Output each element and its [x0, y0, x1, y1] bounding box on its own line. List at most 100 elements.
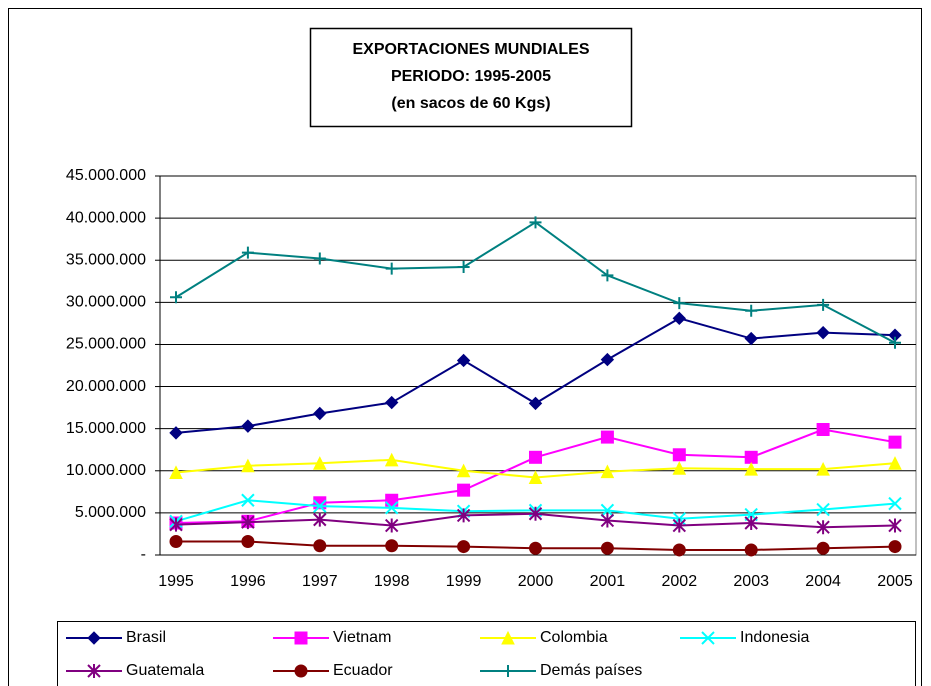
marker: [385, 493, 399, 507]
x-tick-label: 1997: [302, 573, 338, 590]
marker: [241, 458, 255, 473]
marker: [529, 216, 542, 229]
marker: [313, 499, 327, 513]
legend-label: Vietnam: [333, 629, 391, 646]
y-tick-label: 40.000.000: [66, 209, 146, 226]
marker: [673, 297, 686, 310]
marker: [384, 452, 399, 467]
marker: [384, 501, 399, 515]
marker: [672, 543, 686, 557]
marker: [816, 461, 830, 476]
x-tick-label: 2004: [805, 573, 841, 590]
marker: [456, 508, 471, 523]
marker: [169, 517, 183, 532]
marker: [744, 515, 758, 530]
marker: [313, 539, 327, 553]
marker: [888, 496, 902, 511]
marker: [502, 665, 514, 677]
marker: [529, 450, 542, 464]
marker: [817, 298, 830, 311]
marker: [701, 631, 715, 645]
plot-area: [159, 175, 917, 556]
marker: [888, 540, 902, 554]
marker: [889, 336, 901, 349]
y-tick-label: 45.000.000: [66, 167, 146, 184]
y-tick-label: 20.000.000: [66, 378, 146, 395]
marker: [600, 503, 615, 518]
marker: [744, 450, 758, 464]
marker: [241, 493, 255, 507]
marker: [816, 520, 830, 535]
marker: [457, 260, 470, 273]
y-tick-label: -: [141, 546, 146, 563]
marker: [600, 541, 614, 555]
marker: [313, 252, 326, 265]
marker: [528, 506, 543, 521]
x-tick-label: 2000: [518, 573, 554, 590]
marker: [456, 353, 471, 368]
marker: [529, 541, 542, 555]
marker: [457, 483, 471, 497]
marker: [241, 535, 255, 549]
marker: [600, 464, 615, 479]
legend-label: Guatemala: [126, 662, 204, 679]
x-tick-label: 2003: [733, 573, 769, 590]
marker: [385, 539, 399, 553]
marker: [744, 461, 759, 476]
marker: [601, 269, 614, 282]
marker: [384, 395, 399, 410]
marker: [457, 540, 471, 554]
marker: [600, 430, 614, 444]
marker: [744, 543, 758, 557]
marker: [745, 304, 758, 317]
x-tick-label: 2005: [877, 573, 913, 590]
legend-box: [57, 621, 916, 686]
marker: [241, 246, 254, 259]
marker: [169, 426, 183, 440]
marker: [816, 423, 830, 437]
marker: [241, 515, 255, 530]
marker: [313, 406, 327, 421]
marker: [385, 262, 398, 275]
marker: [87, 664, 101, 678]
marker: [888, 456, 902, 470]
y-tick-label: 30.000.000: [66, 294, 146, 311]
marker: [816, 541, 830, 555]
marker: [456, 463, 471, 478]
marker: [528, 470, 543, 485]
marker: [888, 435, 902, 449]
marker: [384, 518, 399, 533]
marker: [294, 664, 308, 678]
x-tick-label: 1998: [374, 573, 410, 590]
marker: [87, 631, 101, 645]
legend-label: Ecuador: [333, 662, 393, 679]
marker: [241, 419, 255, 433]
chart-title: PERIODO: 1995-2005: [391, 68, 551, 85]
x-tick-label: 2002: [662, 573, 698, 590]
marker: [888, 518, 902, 533]
marker: [312, 456, 327, 470]
marker: [672, 461, 687, 475]
x-tick-label: 2001: [590, 573, 626, 590]
marker: [528, 396, 543, 411]
marker: [600, 513, 615, 528]
marker: [600, 352, 615, 367]
marker: [169, 465, 183, 479]
x-tick-label: 1996: [230, 573, 266, 590]
chart-title: EXPORTACIONES MUNDIALES: [352, 41, 589, 58]
marker: [816, 502, 830, 517]
y-tick-label: 25.000.000: [66, 336, 146, 353]
y-tick-label: 15.000.000: [66, 420, 146, 437]
y-tick-label: 5.000.000: [75, 504, 146, 521]
y-tick-label: 35.000.000: [66, 251, 146, 268]
title-box: [309, 27, 633, 128]
legend-label: Colombia: [540, 629, 608, 646]
legend-label: Indonesia: [740, 629, 809, 646]
marker: [672, 448, 686, 462]
chart-title: (en sacos de 60 Kgs): [391, 95, 550, 112]
marker: [170, 291, 182, 304]
marker: [672, 311, 687, 326]
x-tick-label: 1999: [446, 573, 482, 590]
marker: [816, 325, 830, 340]
